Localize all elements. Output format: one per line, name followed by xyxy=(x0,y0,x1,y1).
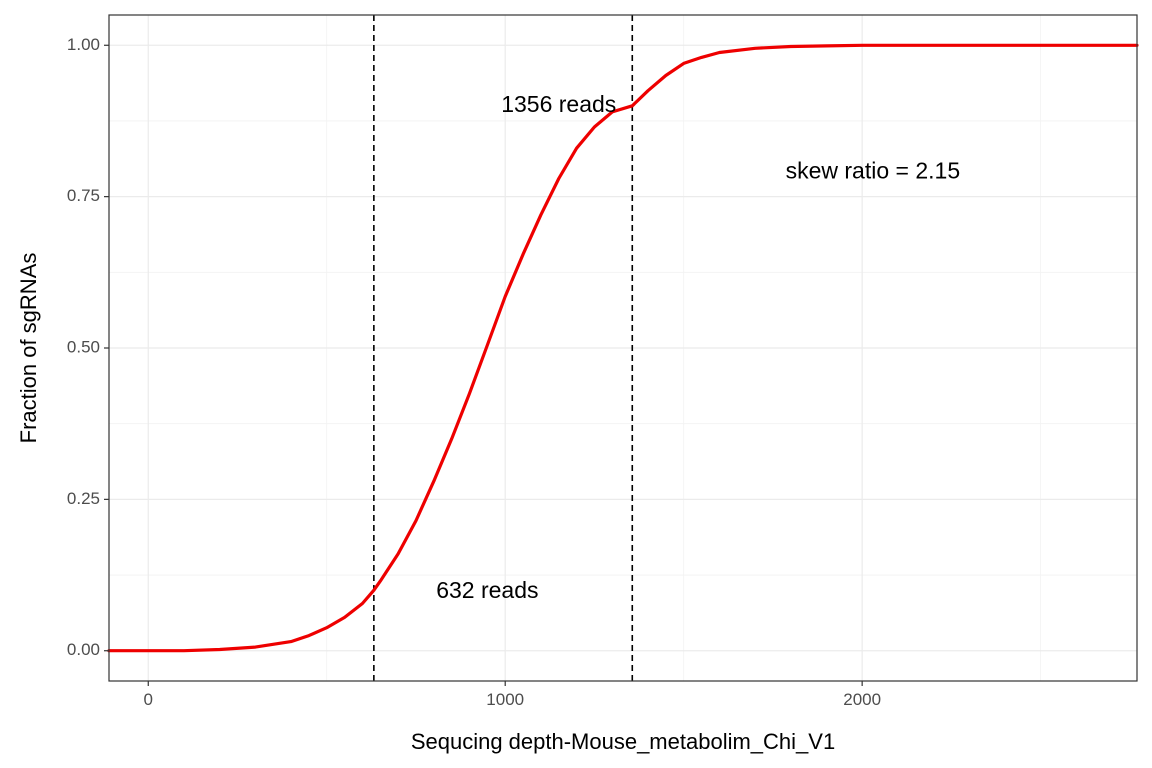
series-layer xyxy=(107,43,1139,653)
series-line xyxy=(107,43,1139,653)
x-tick-label: 1000 xyxy=(486,690,524,709)
annotation-label: 632 reads xyxy=(436,577,538,603)
annotation-label: 1356 reads xyxy=(501,91,616,117)
y-tick-label: 0.50 xyxy=(67,337,100,356)
x-tick-label: 2000 xyxy=(843,690,881,709)
x-tick-label: 0 xyxy=(144,690,153,709)
y-tick-label: 0.00 xyxy=(67,640,100,659)
y-tick-label: 1.00 xyxy=(67,35,100,54)
y-axis-ticks: 0.00 0.25 0.50 0.75 1.00 xyxy=(67,35,109,659)
y-tick-label: 0.75 xyxy=(67,186,100,205)
grid xyxy=(109,15,1137,681)
y-tick-label: 0.25 xyxy=(67,489,100,508)
reference-lines xyxy=(373,15,634,681)
y-axis-title: Fraction of sgRNAs xyxy=(16,253,41,444)
annotation-label: skew ratio = 2.15 xyxy=(786,157,961,183)
x-axis-title: Sequcing depth-Mouse_metabolim_Chi_V1 xyxy=(411,729,835,754)
x-axis-ticks: 0 1000 2000 xyxy=(144,681,881,709)
annotations: 632 reads 1356 reads skew ratio = 2.15 xyxy=(436,91,960,603)
